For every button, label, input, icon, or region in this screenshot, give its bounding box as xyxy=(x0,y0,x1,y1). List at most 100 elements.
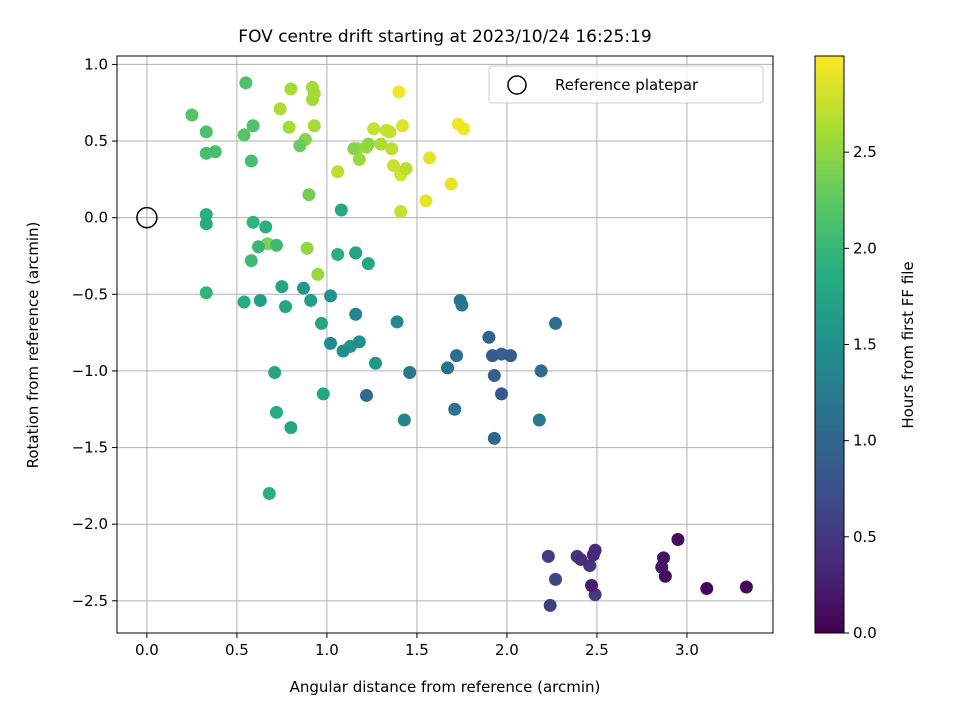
x-axis-label: Angular distance from reference (arcmin) xyxy=(290,678,601,696)
legend-box xyxy=(488,65,764,104)
y-tick-label: −2.5 xyxy=(72,592,108,610)
data-point xyxy=(316,387,330,401)
data-point xyxy=(423,151,437,165)
data-point xyxy=(487,369,501,383)
data-point xyxy=(574,552,588,566)
data-point xyxy=(269,405,283,419)
colorbar-tick-label: 0.5 xyxy=(853,528,877,546)
data-point xyxy=(486,349,500,363)
data-point xyxy=(279,300,293,314)
data-point xyxy=(244,154,258,168)
data-point xyxy=(361,137,375,151)
data-point xyxy=(282,120,296,134)
data-point xyxy=(387,159,401,173)
data-point xyxy=(450,349,464,363)
data-point xyxy=(385,142,399,156)
data-point xyxy=(331,165,345,179)
y-axis-ticks: −2.5 −2.0 −1.5 −1.0 −0.5 0.0 0.5 1.0 xyxy=(72,55,117,610)
data-point xyxy=(237,128,251,142)
x-tick-label: 0.5 xyxy=(225,641,249,659)
legend-label: Reference platepar xyxy=(555,76,699,94)
data-point xyxy=(315,316,329,330)
data-point xyxy=(293,139,307,153)
reference-platepar-marker xyxy=(136,206,158,229)
data-point xyxy=(534,364,548,378)
data-point xyxy=(541,549,555,563)
data-point xyxy=(304,293,318,307)
data-point xyxy=(394,205,408,219)
colorbar-ticks: 0.0 0.5 1.0 1.5 2.0 2.5 xyxy=(844,143,877,642)
colorbar xyxy=(814,55,845,634)
data-point xyxy=(657,551,671,565)
data-point xyxy=(349,246,363,260)
colorbar-tick-label: 2.0 xyxy=(853,239,877,257)
data-point xyxy=(300,241,314,255)
data-point xyxy=(244,254,258,268)
data-point xyxy=(403,365,417,379)
data-point xyxy=(390,315,404,329)
data-point xyxy=(444,177,458,191)
data-point xyxy=(700,582,714,596)
data-point xyxy=(360,388,374,402)
data-point xyxy=(199,217,213,231)
y-tick-label: −0.5 xyxy=(72,285,108,303)
data-point xyxy=(269,238,283,252)
colorbar-tick-label: 0.0 xyxy=(853,624,877,642)
data-point xyxy=(199,125,213,139)
data-point xyxy=(658,569,672,583)
data-point xyxy=(306,93,320,107)
data-point xyxy=(199,208,213,222)
data-point xyxy=(259,220,273,234)
data-point xyxy=(253,293,267,307)
x-tick-label: 2.5 xyxy=(585,641,609,659)
data-point xyxy=(239,76,253,90)
data-point xyxy=(448,402,462,416)
data-point xyxy=(311,267,325,281)
plot-frame xyxy=(116,55,774,634)
x-axis-ticks: 0.0 0.5 1.0 1.5 2.0 2.5 3.0 xyxy=(135,633,699,659)
data-point xyxy=(352,335,366,349)
y-tick-label: −2.0 xyxy=(72,515,108,533)
y-tick-label: −1.0 xyxy=(72,362,108,380)
data-point xyxy=(273,102,287,116)
data-point xyxy=(367,122,381,136)
data-point xyxy=(374,137,388,151)
data-point xyxy=(324,336,338,350)
data-point xyxy=(383,125,397,139)
data-point xyxy=(585,578,599,592)
data-point xyxy=(349,307,363,321)
x-tick-label: 2.0 xyxy=(495,641,519,659)
colorbar-tick-label: 1.0 xyxy=(853,432,877,450)
data-point xyxy=(324,289,338,303)
data-point xyxy=(504,349,518,363)
chart-title: FOV centre drift starting at 2023/10/24 … xyxy=(238,27,651,47)
y-axis-label: Rotation from reference (arcmin) xyxy=(24,222,42,469)
y-tick-label: −1.5 xyxy=(72,439,108,457)
data-point xyxy=(586,548,600,562)
data-point xyxy=(268,365,282,379)
data-point xyxy=(399,162,413,176)
colorbar-tick-label: 1.5 xyxy=(853,336,877,354)
data-point xyxy=(297,281,311,295)
data-point xyxy=(441,361,455,375)
y-tick-label: 1.0 xyxy=(84,55,108,73)
colorbar-tick-label: 2.5 xyxy=(853,143,877,161)
data-point xyxy=(671,533,685,547)
data-point xyxy=(262,487,276,501)
x-tick-label: 1.0 xyxy=(315,641,339,659)
data-point xyxy=(453,293,467,307)
data-point xyxy=(237,295,251,309)
data-point xyxy=(369,356,383,370)
data-point xyxy=(482,330,496,344)
data-point xyxy=(251,240,265,254)
data-point xyxy=(246,215,260,229)
data-point xyxy=(284,82,298,96)
data-point xyxy=(347,142,361,156)
data-point xyxy=(275,280,289,294)
data-point xyxy=(246,119,260,133)
data-point xyxy=(532,413,546,427)
data-point xyxy=(419,194,433,208)
colorbar-label: Hours from first FF file xyxy=(899,261,917,428)
data-point xyxy=(352,152,366,166)
